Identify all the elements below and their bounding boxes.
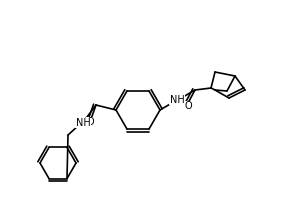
Text: NH: NH — [76, 118, 90, 128]
Text: O: O — [86, 117, 94, 127]
Text: NH: NH — [169, 95, 184, 105]
Text: O: O — [184, 101, 192, 111]
